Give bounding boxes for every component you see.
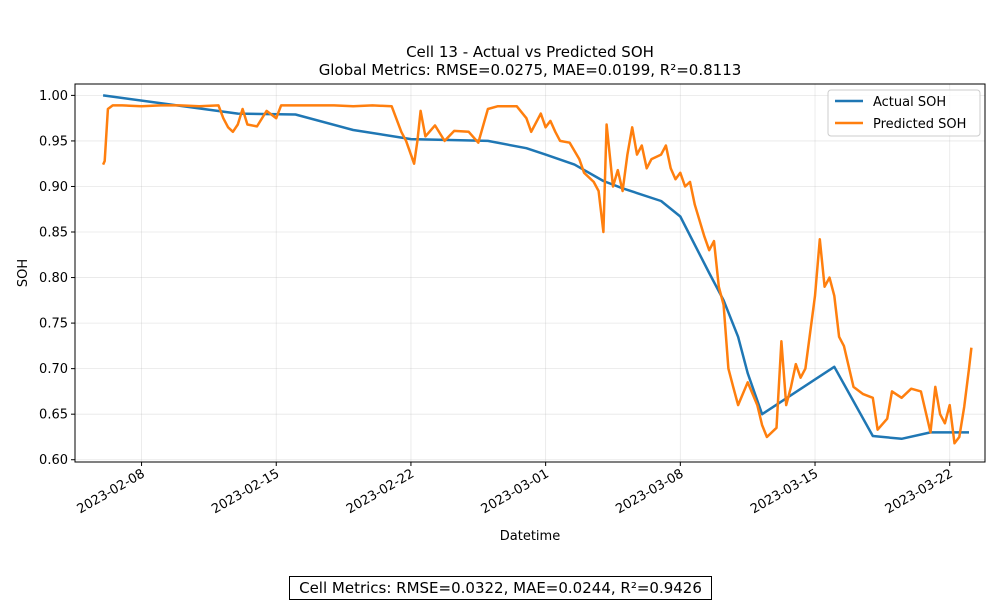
x-tick-label: 2023-03-15 xyxy=(748,466,821,517)
y-tick-label: 0.85 xyxy=(39,226,68,241)
cell-metrics-box: Cell Metrics: RMSE=0.0322, MAE=0.0244, R… xyxy=(289,576,712,600)
y-tick-label: 0.60 xyxy=(39,453,68,468)
series-line-predicted-soh xyxy=(101,104,973,445)
axis-ticks: 0.60 0.65 0.70 0.75 0.80 0.85 0.90 0.95 1.00 2023… xyxy=(39,89,956,517)
chart-title: Cell 13 - Actual vs Predicted SOH xyxy=(406,43,654,61)
x-tick-label: 2023-03-01 xyxy=(479,466,552,517)
y-tick-label: 0.75 xyxy=(39,317,68,332)
y-tick-label: 0.65 xyxy=(39,408,68,423)
grid-lines xyxy=(75,84,985,462)
series-line-actual-soh xyxy=(102,94,969,441)
y-tick-label: 1.00 xyxy=(39,89,68,104)
x-tick-label: 2023-02-15 xyxy=(209,466,282,517)
y-tick-label: 0.90 xyxy=(39,180,68,195)
legend-label-predicted-soh: Predicted SOH xyxy=(873,117,966,132)
y-axis-label: SOH xyxy=(16,259,31,287)
x-axis-label: Datetime xyxy=(500,529,560,544)
y-tick-label: 0.80 xyxy=(39,271,68,286)
y-tick-label: 0.95 xyxy=(39,134,68,149)
legend: Actual SOH Predicted SOH xyxy=(827,89,981,137)
x-tick-label: 2023-02-08 xyxy=(75,466,148,517)
x-tick-label: 2023-02-22 xyxy=(344,466,417,517)
x-tick-label: 2023-03-22 xyxy=(883,466,956,517)
legend-label-actual-soh: Actual SOH xyxy=(873,95,946,110)
chart-subtitle: Global Metrics: RMSE=0.0275, MAE=0.0199,… xyxy=(319,61,742,79)
plot-area-frame xyxy=(74,83,986,463)
y-tick-label: 0.70 xyxy=(39,362,68,377)
x-tick-label: 2023-03-08 xyxy=(613,466,686,517)
series-lines xyxy=(101,94,973,445)
legend-box xyxy=(827,89,981,137)
